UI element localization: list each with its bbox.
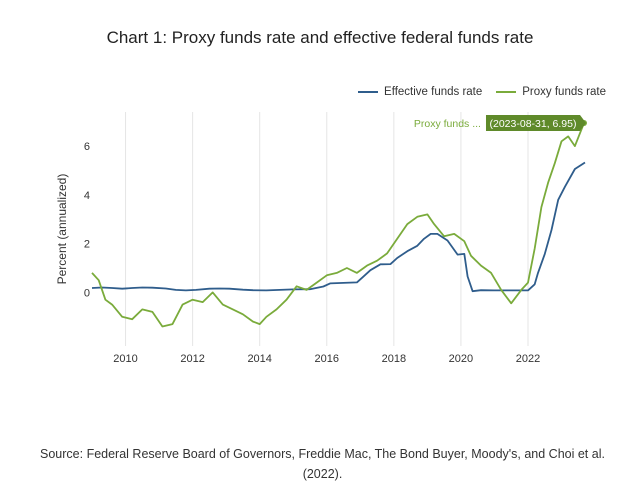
x-tick-label: 2014 [247, 353, 271, 365]
x-tick-label: 2016 [315, 353, 339, 365]
x-tick-label: 2010 [113, 353, 137, 365]
chart-legend: Effective funds rate Proxy funds rate [358, 86, 606, 98]
legend-swatch-proxy [496, 91, 517, 93]
y-axis-title: Percent (annualized) [55, 174, 69, 285]
y-tick-label: 6 [84, 141, 90, 153]
legend-swatch-effective [358, 91, 379, 93]
x-tick-label: 2018 [382, 353, 406, 365]
legend-item-effective[interactable]: Effective funds rate [358, 86, 482, 98]
y-tick-label: 4 [84, 190, 90, 202]
legend-label-proxy: Proxy funds rate [522, 86, 606, 98]
tooltip-value: (2023-08-31, 6.95) [490, 118, 577, 130]
tooltip-box [485, 114, 586, 131]
series-line-effective [91, 161, 586, 293]
x-tick-label: 2022 [516, 353, 540, 365]
x-tick-label: 2020 [449, 353, 473, 365]
source-note: Source: Federal Reserve Board of Governo… [40, 447, 605, 481]
y-tick-label: 0 [84, 287, 90, 299]
chart-title: Chart 1: Proxy funds rate and effective … [106, 28, 534, 47]
legend-label-effective: Effective funds rate [384, 86, 483, 98]
series-line-proxy [91, 122, 585, 328]
tooltip-series-label: Proxy funds ... [414, 118, 481, 130]
legend-item-proxy[interactable]: Proxy funds rate [496, 86, 606, 98]
x-tick-label: 2012 [180, 353, 204, 365]
y-tick-label: 2 [84, 239, 90, 251]
